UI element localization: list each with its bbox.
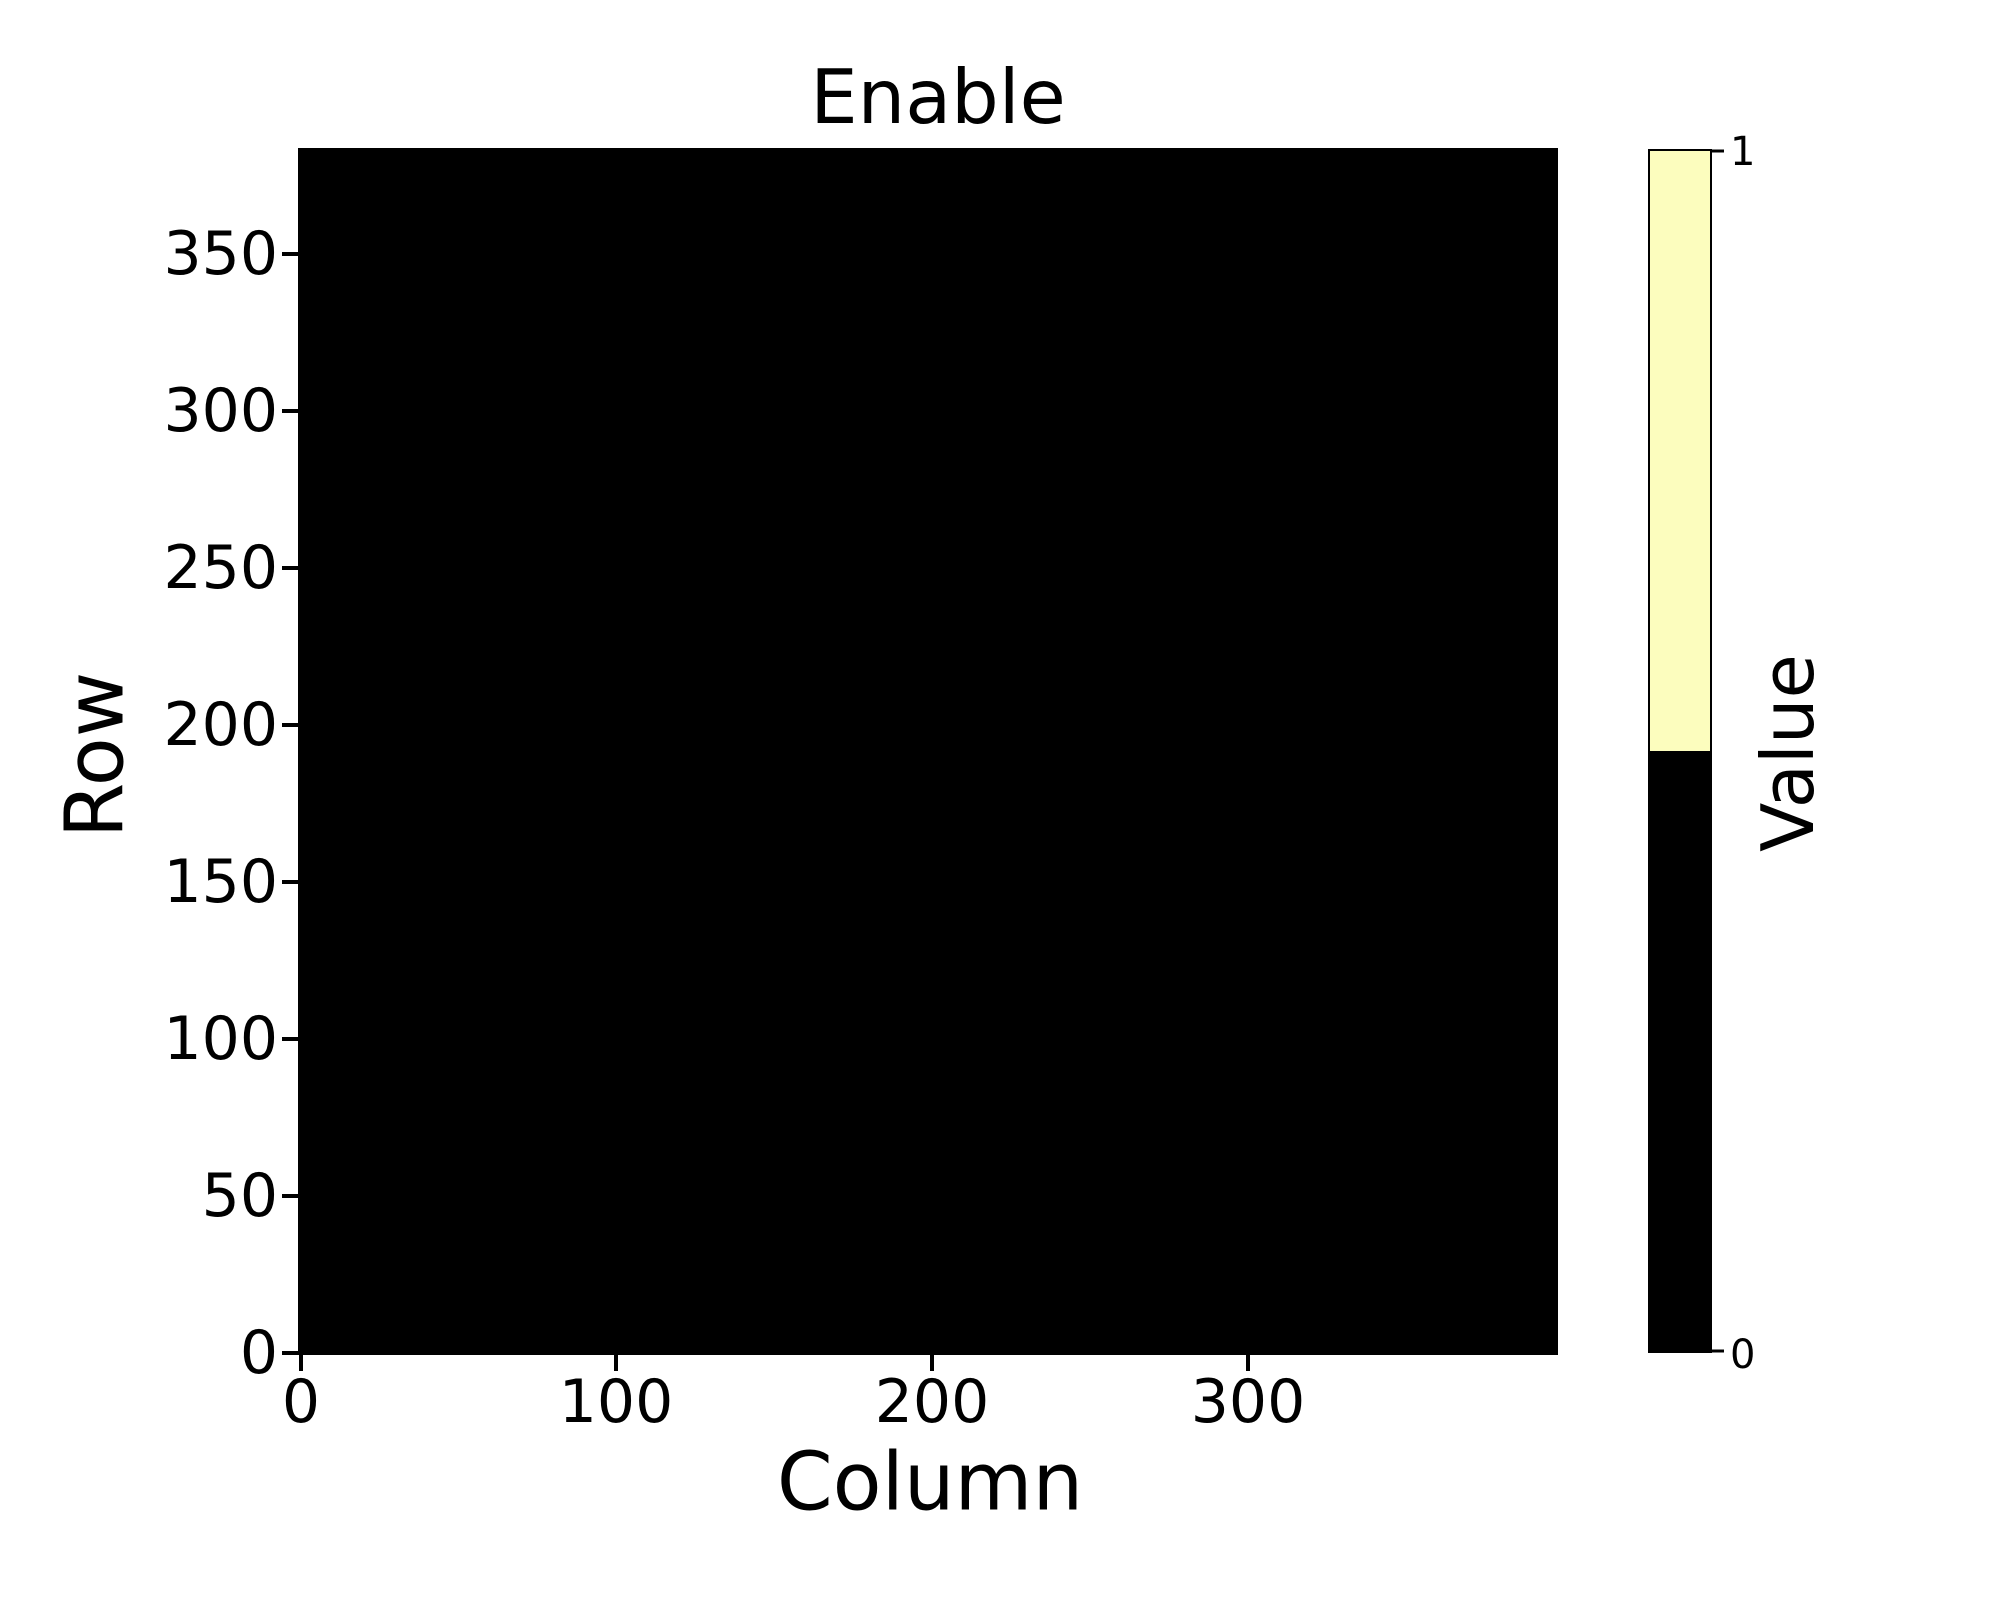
y-axis-tick-label: 300 (163, 376, 278, 446)
y-axis-tick-mark (282, 880, 298, 884)
colorbar-tick-label: 1 (1730, 129, 1756, 175)
chart-title: Enable (810, 53, 1066, 141)
y-axis-tick-label: 50 (201, 1161, 278, 1231)
y-axis-tick-label: 350 (163, 219, 278, 289)
heatmap-canvas (298, 148, 1558, 1355)
colorbar (1648, 149, 1712, 1353)
y-axis-tick-mark (282, 409, 298, 413)
x-axis-tick-label: 200 (874, 1367, 990, 1437)
y-axis-tick-mark (282, 1194, 298, 1198)
y-axis-tick-label: 0 (239, 1318, 278, 1388)
y-axis-tick-label: 100 (163, 1004, 278, 1074)
colorbar-tick-mark (1712, 149, 1724, 153)
colorbar-axis-label: Value (1746, 654, 1830, 852)
x-axis-tick-mark (930, 1355, 934, 1371)
y-axis-tick-mark (282, 252, 298, 256)
x-axis-tick-mark (1246, 1355, 1250, 1371)
y-axis-label: Row (48, 671, 142, 839)
colorbar-tick-mark (1712, 1349, 1724, 1353)
colorbar-tick-label: 0 (1730, 1332, 1756, 1378)
y-axis-tick-mark (282, 566, 298, 570)
y-axis-tick-label: 250 (163, 533, 278, 603)
y-axis-tick-mark (282, 1351, 298, 1355)
x-axis-tick-label: 0 (281, 1367, 321, 1437)
colorbar-segment-value-0 (1650, 751, 1710, 1351)
x-axis-tick-label: 100 (558, 1367, 674, 1437)
y-axis-tick-mark (282, 1037, 298, 1041)
colorbar-segment-value-1 (1650, 151, 1710, 751)
x-axis-label: Column (776, 1435, 1084, 1529)
y-axis-tick-label: 200 (163, 690, 278, 760)
y-axis-tick-label: 150 (163, 847, 278, 917)
x-axis-tick-mark (614, 1355, 618, 1371)
x-axis-tick-label: 300 (1190, 1367, 1306, 1437)
x-axis-tick-mark (299, 1355, 303, 1371)
y-axis-tick-mark (282, 723, 298, 727)
